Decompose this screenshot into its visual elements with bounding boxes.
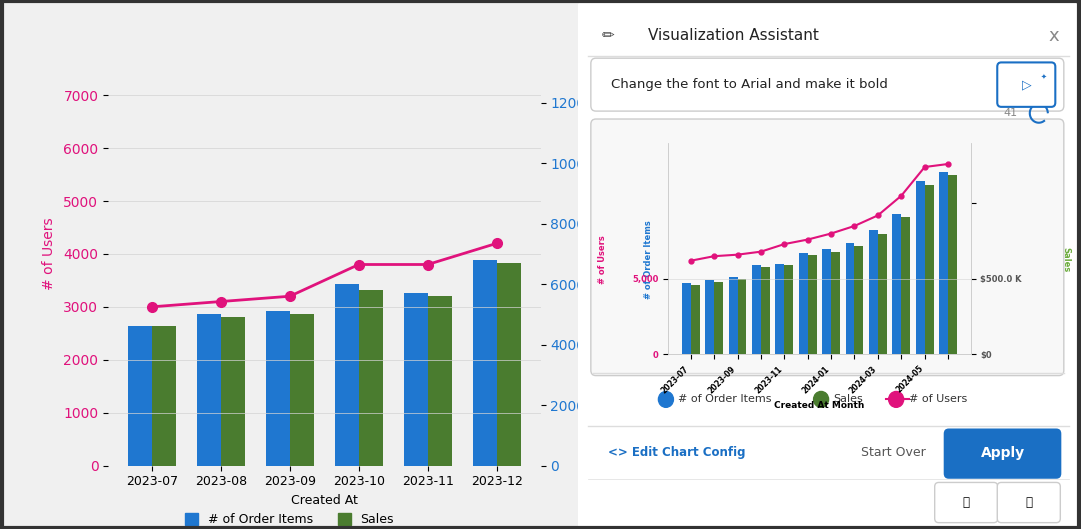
Bar: [924, 185, 934, 354]
Bar: [737, 279, 746, 354]
Bar: [823, 249, 831, 354]
Bar: [808, 254, 816, 354]
FancyBboxPatch shape: [576, 0, 1079, 529]
Text: Sales: Sales: [1062, 247, 1071, 272]
Bar: [916, 180, 924, 354]
Circle shape: [814, 391, 829, 407]
FancyBboxPatch shape: [591, 58, 1064, 111]
Bar: [472, 260, 496, 466]
Bar: [197, 314, 221, 466]
Text: x: x: [1049, 27, 1059, 45]
Bar: [715, 282, 723, 354]
Bar: [752, 265, 761, 354]
Bar: [428, 296, 452, 466]
Bar: [705, 280, 715, 354]
Text: # of Order Items: # of Order Items: [644, 220, 653, 298]
Text: Sales: Sales: [833, 395, 864, 404]
Text: 👎: 👎: [1025, 496, 1032, 509]
X-axis label: Created At: Created At: [291, 494, 358, 507]
Bar: [785, 265, 793, 354]
Bar: [845, 243, 854, 354]
Text: ✦: ✦: [1041, 74, 1046, 80]
Bar: [831, 252, 840, 354]
Text: Apply: Apply: [980, 446, 1025, 460]
FancyBboxPatch shape: [591, 119, 1064, 376]
Y-axis label: # of Order Items: # of Order Items: [601, 196, 615, 312]
Text: # of Users: # of Users: [909, 395, 966, 404]
Legend: # of Order Items, Sales: # of Order Items, Sales: [181, 508, 399, 529]
Bar: [152, 326, 176, 466]
Text: Start Over: Start Over: [862, 446, 926, 459]
Text: Change the font to Arial and make it bold: Change the font to Arial and make it bol…: [611, 78, 888, 91]
Text: # of Users: # of Users: [598, 235, 606, 284]
Bar: [799, 253, 808, 354]
FancyBboxPatch shape: [935, 482, 998, 523]
Bar: [854, 245, 864, 354]
Bar: [691, 285, 699, 354]
X-axis label: Created At Month: Created At Month: [774, 400, 865, 409]
Circle shape: [889, 391, 904, 407]
Text: 👍: 👍: [963, 496, 970, 509]
FancyBboxPatch shape: [944, 428, 1062, 479]
Bar: [403, 293, 428, 466]
Bar: [221, 317, 245, 466]
Bar: [869, 231, 878, 354]
Text: ▷: ▷: [1022, 78, 1031, 91]
Bar: [775, 264, 785, 354]
Bar: [893, 214, 902, 354]
Bar: [948, 175, 957, 354]
Text: <> Edit Chart Config: <> Edit Chart Config: [609, 446, 746, 459]
Bar: [682, 284, 691, 354]
Bar: [128, 326, 152, 466]
Bar: [729, 277, 737, 354]
Y-axis label: # of Users: # of Users: [42, 217, 56, 290]
Text: # of Order Items: # of Order Items: [679, 395, 772, 404]
Bar: [335, 284, 359, 466]
Circle shape: [658, 391, 673, 407]
Bar: [761, 267, 770, 354]
Text: ✏: ✏: [602, 29, 615, 43]
Bar: [290, 314, 313, 466]
Bar: [878, 233, 886, 354]
FancyBboxPatch shape: [998, 62, 1055, 107]
FancyBboxPatch shape: [998, 482, 1060, 523]
Text: 41: 41: [1003, 108, 1018, 118]
Text: Visualization Assistant: Visualization Assistant: [649, 29, 819, 43]
Bar: [496, 263, 521, 466]
Bar: [359, 290, 383, 466]
Bar: [902, 217, 910, 354]
Bar: [939, 171, 948, 354]
Bar: [266, 312, 290, 466]
